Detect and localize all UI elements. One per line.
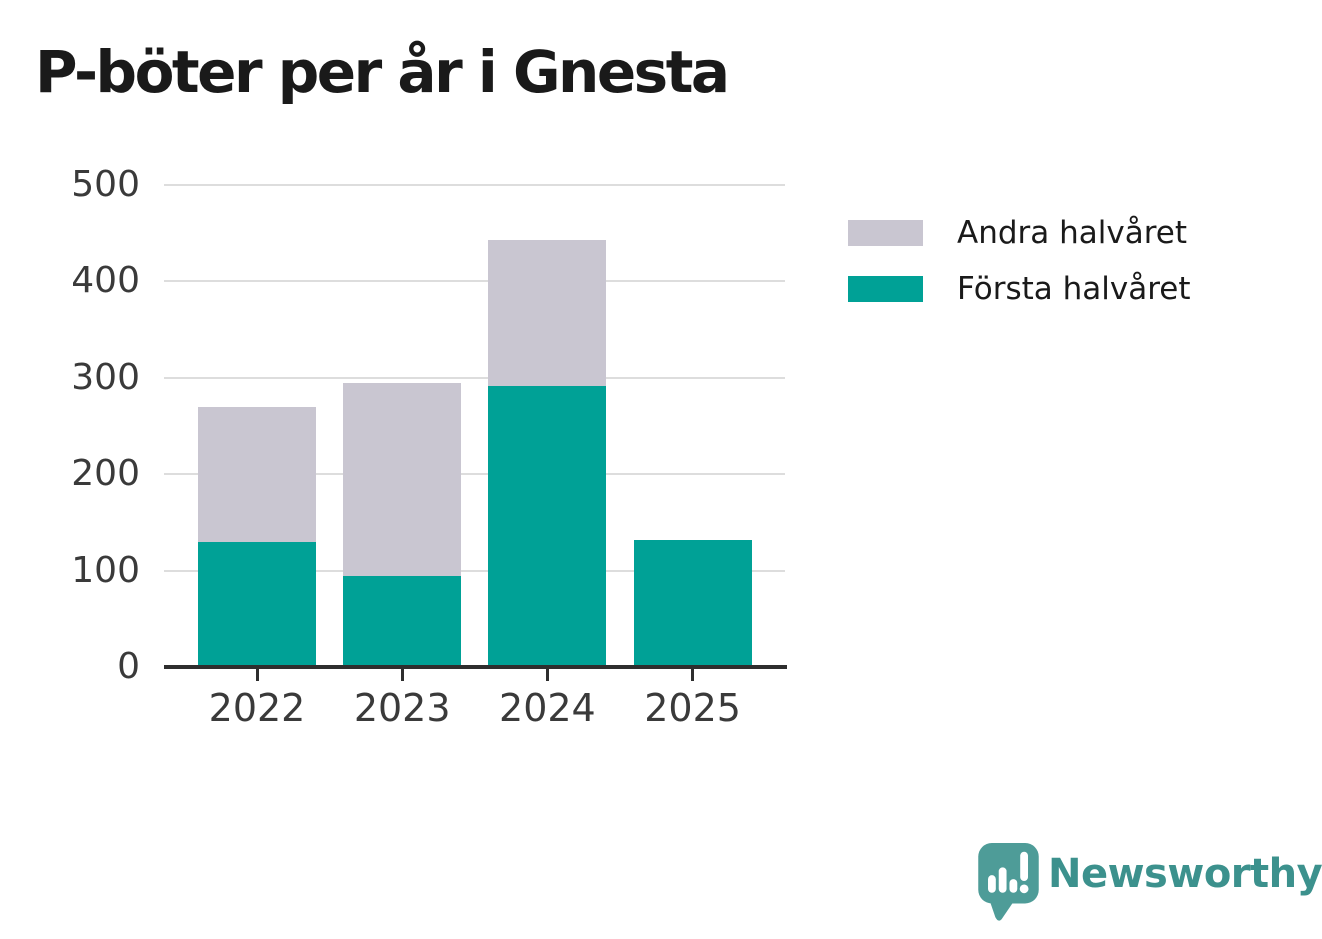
x-axis-line bbox=[164, 665, 787, 669]
logo-bar-3 bbox=[1009, 879, 1018, 893]
x-tick-label-2024: 2024 bbox=[499, 686, 596, 730]
bar-2022-andra-halvaret bbox=[198, 406, 316, 542]
x-tick-label-2023: 2023 bbox=[353, 686, 451, 730]
plot-area bbox=[164, 184, 785, 667]
x-tick-label-2022: 2022 bbox=[208, 686, 306, 730]
x-tick-2022 bbox=[255, 669, 259, 681]
x-tick-2023 bbox=[400, 669, 404, 681]
logo-exclamation-dot bbox=[1019, 884, 1029, 894]
bar-2024-andra-halvaret bbox=[488, 239, 607, 387]
logo-bar-2 bbox=[998, 867, 1007, 893]
bar-2024-forsta-halvaret bbox=[488, 386, 607, 667]
gridline-300 bbox=[164, 376, 785, 379]
bar-2023-forsta-halvaret bbox=[343, 576, 462, 667]
legend-label-forsta-halvaret: Första halvåret bbox=[957, 271, 1191, 307]
y-tick-label-100: 100 bbox=[71, 549, 140, 591]
legend-label-andra-halvaret: Andra halvåret bbox=[957, 215, 1188, 251]
logo-bar-1 bbox=[988, 875, 996, 893]
x-tick-label-2025: 2025 bbox=[644, 686, 741, 730]
x-tick-2025 bbox=[691, 669, 695, 681]
y-tick-label-400: 400 bbox=[71, 260, 140, 302]
y-tick-label-500: 500 bbox=[71, 164, 140, 205]
bar-2025-forsta-halvaret bbox=[633, 539, 752, 667]
newsworthy-logo-icon bbox=[978, 842, 1039, 921]
gridline-200 bbox=[164, 473, 785, 476]
bar-2023-andra-halvaret bbox=[343, 382, 462, 577]
x-tick-2024 bbox=[545, 669, 549, 681]
gridline-500 bbox=[164, 184, 785, 186]
gridline-400 bbox=[164, 280, 785, 283]
y-tick-label-0: 0 bbox=[117, 646, 140, 687]
logo-bubble bbox=[978, 842, 1039, 904]
bar-2022-forsta-halvaret bbox=[198, 541, 316, 667]
chart-title: P-böter per år i Gnesta bbox=[35, 38, 730, 106]
logo-bubble-tail bbox=[988, 898, 1015, 921]
newsworthy-wordmark: Newsworthy bbox=[1048, 851, 1322, 897]
legend-swatch-andra-halvaret bbox=[848, 220, 923, 246]
logo-exclamation-bar bbox=[1020, 851, 1029, 882]
y-tick-label-200: 200 bbox=[71, 453, 140, 495]
legend-swatch-forsta-halvaret bbox=[848, 276, 923, 302]
gridline-100 bbox=[164, 569, 785, 572]
y-tick-label-300: 300 bbox=[71, 356, 140, 398]
